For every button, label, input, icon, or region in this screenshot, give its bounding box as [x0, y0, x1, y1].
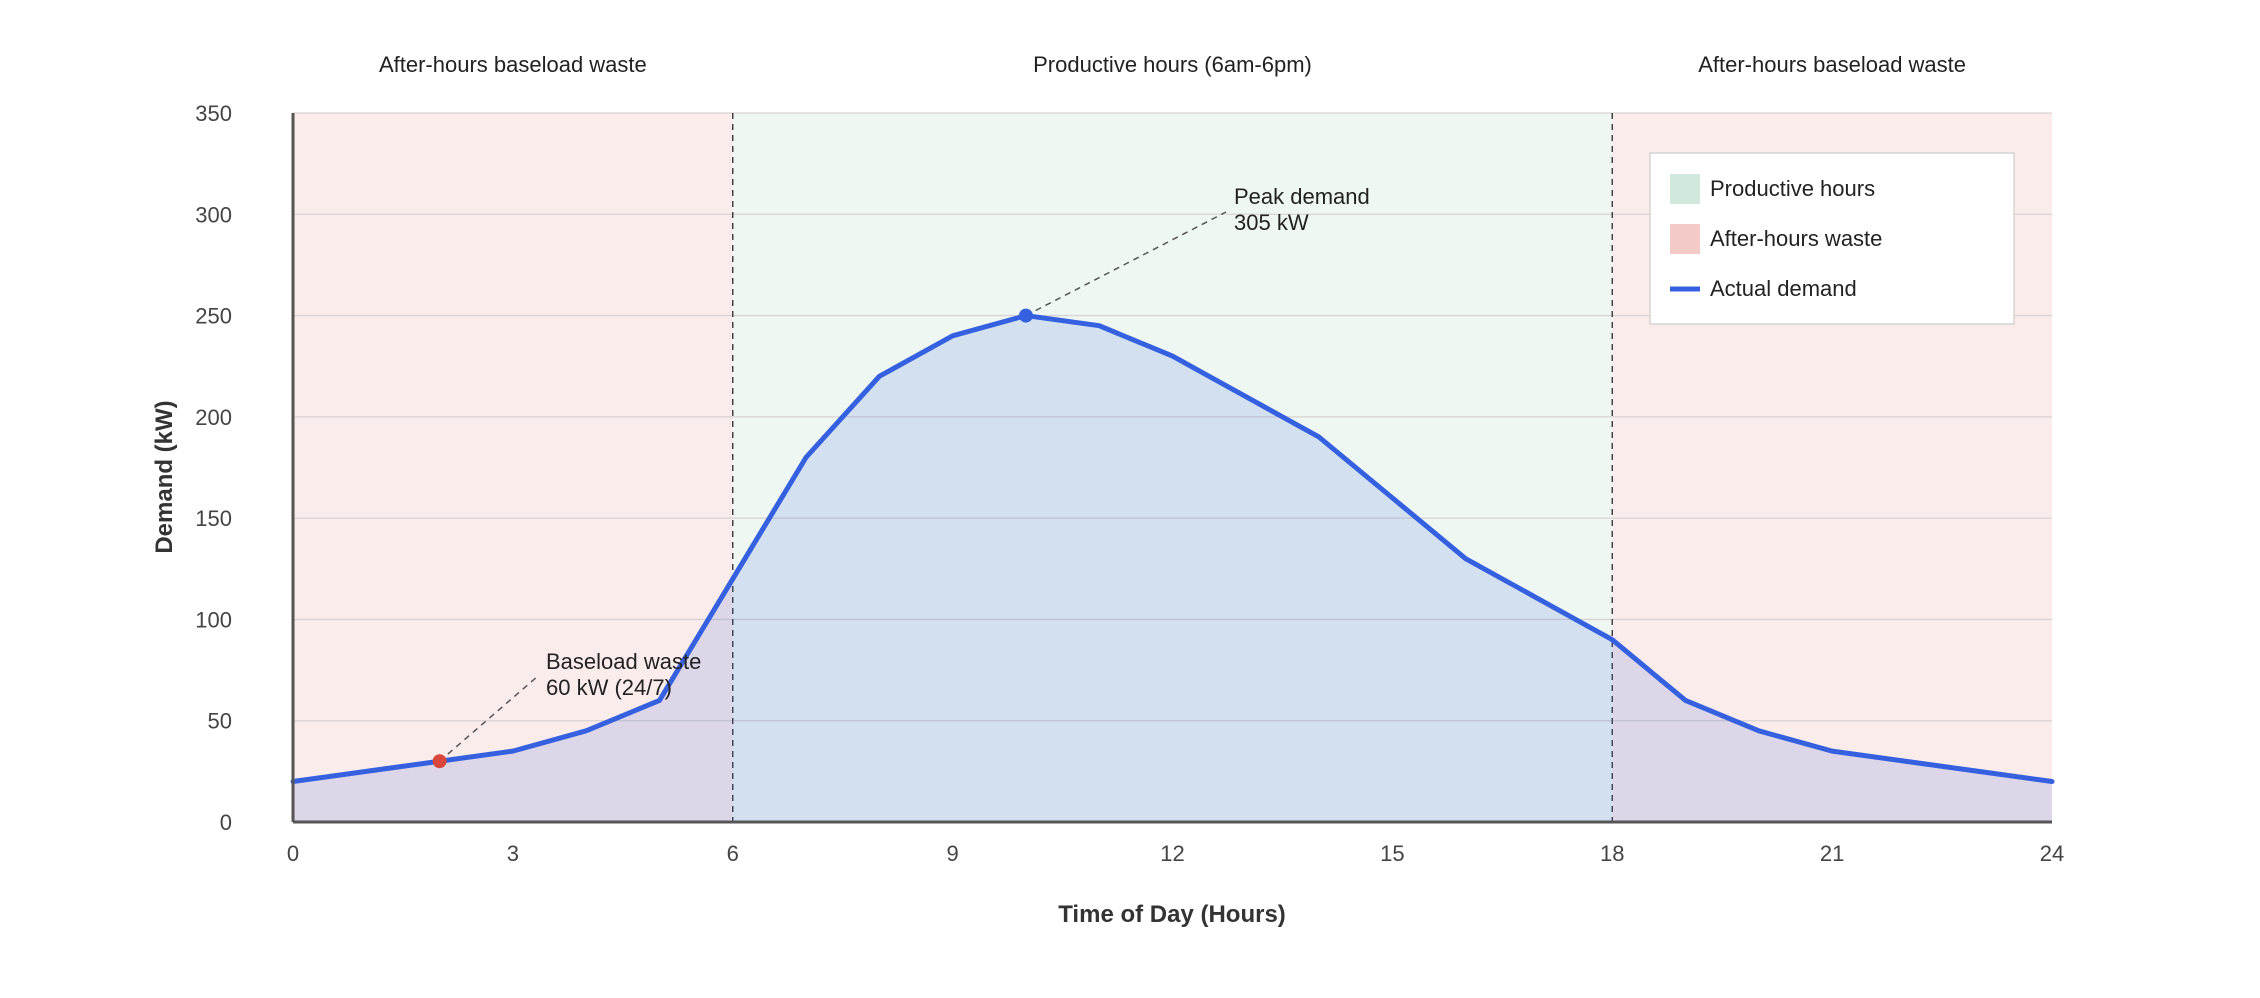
chart-legend: Productive hours After-hours waste Actua… — [1649, 152, 2015, 325]
x-tick-label-18: 18 — [1600, 841, 1624, 866]
x-tick-label-0: 0 — [287, 841, 299, 866]
legend-swatch-productive — [1670, 174, 1700, 204]
y-tick-label-200: 200 — [195, 405, 232, 430]
x-axis-title: Time of Day (Hours) — [1058, 901, 1286, 928]
y-tick-label-300: 300 — [195, 202, 232, 227]
y-tick-label-350: 350 — [195, 101, 232, 126]
baseload-annotation-value: 60 kW (24/7) — [546, 675, 672, 700]
baseload-annotation-title: Baseload waste — [546, 649, 701, 674]
region-band-0 — [293, 113, 733, 822]
y-tick-label-150: 150 — [195, 506, 232, 531]
demand-line — [290, 313, 2055, 784]
y-tick-label-50: 50 — [208, 709, 232, 734]
legend-label-waste: After-hours waste — [1710, 226, 1882, 251]
legend-label-demand: Actual demand — [1710, 276, 1857, 301]
demand-area — [293, 315, 2052, 822]
region-band-1 — [732, 113, 1613, 822]
x-tick-label-3: 3 — [507, 841, 519, 866]
y-tick-label-0: 0 — [220, 810, 232, 835]
x-tick-label-12: 12 — [1160, 841, 1184, 866]
legend-label-productive: Productive hours — [1710, 176, 1875, 201]
baseload-marker — [432, 754, 447, 769]
peak-annotation-title: Peak demand — [1234, 184, 1370, 209]
peak-marker — [1018, 308, 1033, 323]
x-tick-label-15: 15 — [1380, 841, 1404, 866]
y-tick-label-250: 250 — [195, 304, 232, 329]
y-tick-label-100: 100 — [195, 607, 232, 632]
region-label-right: After-hours baseload waste — [1698, 52, 1966, 77]
peak-annotation-leader — [1025, 211, 1227, 317]
x-tick-label-24: 24 — [2040, 841, 2064, 866]
y-axis-title: Demand (kW) — [151, 400, 178, 553]
x-tick-label-9: 9 — [947, 841, 959, 866]
x-tick-label-6: 6 — [727, 841, 739, 866]
region-label-left: After-hours baseload waste — [379, 52, 647, 77]
region-label-center: Productive hours (6am-6pm) — [1033, 52, 1312, 77]
peak-annotation-value: 305 kW — [1234, 210, 1309, 235]
x-tick-label-21: 21 — [1820, 841, 1844, 866]
legend-box — [1649, 152, 2015, 325]
legend-swatch-waste — [1670, 224, 1700, 254]
